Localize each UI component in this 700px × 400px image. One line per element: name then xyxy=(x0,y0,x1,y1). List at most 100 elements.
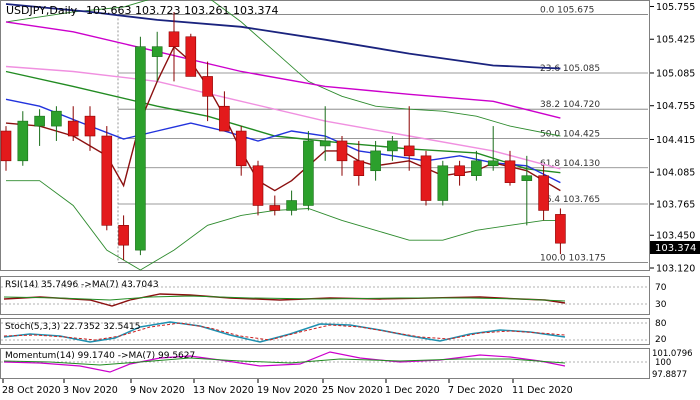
candle xyxy=(101,126,113,231)
candle xyxy=(118,215,129,261)
candle-body xyxy=(353,160,365,176)
fib-label: 23.6 105.085 xyxy=(540,64,600,74)
candle-body xyxy=(286,200,297,211)
candle-body xyxy=(34,115,45,127)
candle xyxy=(34,109,45,146)
momentum-tick-high: 101.0796 xyxy=(652,349,693,359)
candle xyxy=(67,106,79,141)
candle-body xyxy=(0,130,12,162)
chart-title: USDJPY,Daily xyxy=(6,4,78,17)
rsi-ma-line xyxy=(3,295,566,302)
candle xyxy=(403,106,415,171)
time-tick-label: 7 Dec 2020 xyxy=(448,385,503,396)
candle xyxy=(471,150,482,181)
candle-body xyxy=(118,225,129,246)
candle xyxy=(286,190,297,216)
candle-body xyxy=(471,160,482,176)
candle xyxy=(168,11,180,82)
candle xyxy=(0,126,12,171)
rsi-tick-30: 30 xyxy=(655,300,667,310)
candle-body xyxy=(252,165,264,206)
candle-body xyxy=(202,76,213,97)
candle xyxy=(84,106,96,151)
candle xyxy=(336,136,348,176)
candle-body xyxy=(235,130,247,167)
candle xyxy=(487,126,499,171)
candle-body xyxy=(17,120,29,162)
moving-averages xyxy=(5,3,561,192)
fibonacci-levels: 0.0 105.675 23.6 105.085 38.2 104.720 50.0 … xyxy=(117,5,648,264)
candle xyxy=(252,160,264,216)
candle-body xyxy=(168,31,180,47)
candle xyxy=(202,61,213,122)
price-tick-label: 105.755 xyxy=(656,2,695,13)
candle xyxy=(420,150,432,206)
candle-body xyxy=(219,105,230,132)
candle-body xyxy=(521,175,533,181)
candle-body xyxy=(185,36,197,77)
momentum-tick-low: 97.8877 xyxy=(652,370,687,380)
candle xyxy=(17,111,29,166)
time-tick-label: 25 Nov 2020 xyxy=(322,385,383,396)
price-tick-label: 104.415 xyxy=(656,135,695,146)
candle xyxy=(235,126,247,176)
candle xyxy=(185,33,197,77)
candle-body xyxy=(420,155,432,201)
candle-body xyxy=(538,175,549,211)
candle xyxy=(454,160,465,186)
bollinger-upper xyxy=(5,0,561,137)
candle-body xyxy=(487,160,499,167)
moving-average-line xyxy=(5,21,561,119)
candle-body xyxy=(370,150,381,172)
candle-body xyxy=(437,165,449,201)
moving-average-line xyxy=(5,45,561,192)
fib-label: 61.8 104.130 xyxy=(540,159,600,169)
candle-body xyxy=(84,115,96,137)
candle-body xyxy=(151,46,163,57)
rsi-tick-70: 70 xyxy=(655,283,667,293)
price-tick-label: 103.450 xyxy=(656,231,695,242)
candle-body xyxy=(135,46,146,251)
price-tick-label: 103.765 xyxy=(656,199,695,210)
moving-average-line xyxy=(5,65,561,170)
rsi-panel xyxy=(0,276,650,315)
candle-body xyxy=(319,140,331,147)
last-price-tag: 103.374 xyxy=(650,241,700,254)
fib-label: 0.0 105.675 xyxy=(540,5,594,15)
momentum-line xyxy=(3,351,566,373)
stochastic-k-line xyxy=(3,321,566,343)
rsi-line xyxy=(3,293,566,307)
candle xyxy=(370,140,381,181)
candle-body xyxy=(403,145,415,157)
last-price-label: 103.374 xyxy=(655,243,696,254)
momentum-label: Momentum(14) 99.1740 ->MA(7) 99.5627 xyxy=(5,351,195,361)
time-tick-label: 28 Oct 2020 xyxy=(2,385,61,396)
candle-body xyxy=(454,165,465,176)
momentum-ma-line xyxy=(3,357,566,366)
candle xyxy=(151,31,163,82)
price-tick-label: 104.085 xyxy=(656,168,695,179)
candle xyxy=(319,106,331,161)
rsi-label: RSI(14) 35.7496 ->MA(7) 43.7043 xyxy=(5,280,159,290)
price-tick-label: 105.085 xyxy=(656,68,695,79)
price-tick-label: 103.120 xyxy=(656,264,695,275)
candle-body xyxy=(101,135,113,226)
candle xyxy=(504,150,516,186)
candle xyxy=(135,36,146,256)
fib-label: 100.0 103.175 xyxy=(540,254,606,264)
candle xyxy=(219,91,230,132)
stochastic-label: Stoch(5,3,3) 22.7352 32.5415 xyxy=(5,322,140,332)
price-tick-label: 105.425 xyxy=(656,35,695,46)
candles xyxy=(0,11,566,261)
candle xyxy=(521,155,533,226)
candle-body xyxy=(67,120,79,137)
candle-body xyxy=(269,205,281,211)
candle xyxy=(387,136,398,161)
time-tick-label: 13 Nov 2020 xyxy=(193,385,254,396)
stochastic-tick-20: 20 xyxy=(655,335,667,345)
candle-body xyxy=(504,160,516,183)
candle xyxy=(538,165,549,221)
time-tick-label: 9 Nov 2020 xyxy=(130,385,185,396)
ohlc-header: 103.663 103.723 103.261 103.374 xyxy=(86,4,278,17)
